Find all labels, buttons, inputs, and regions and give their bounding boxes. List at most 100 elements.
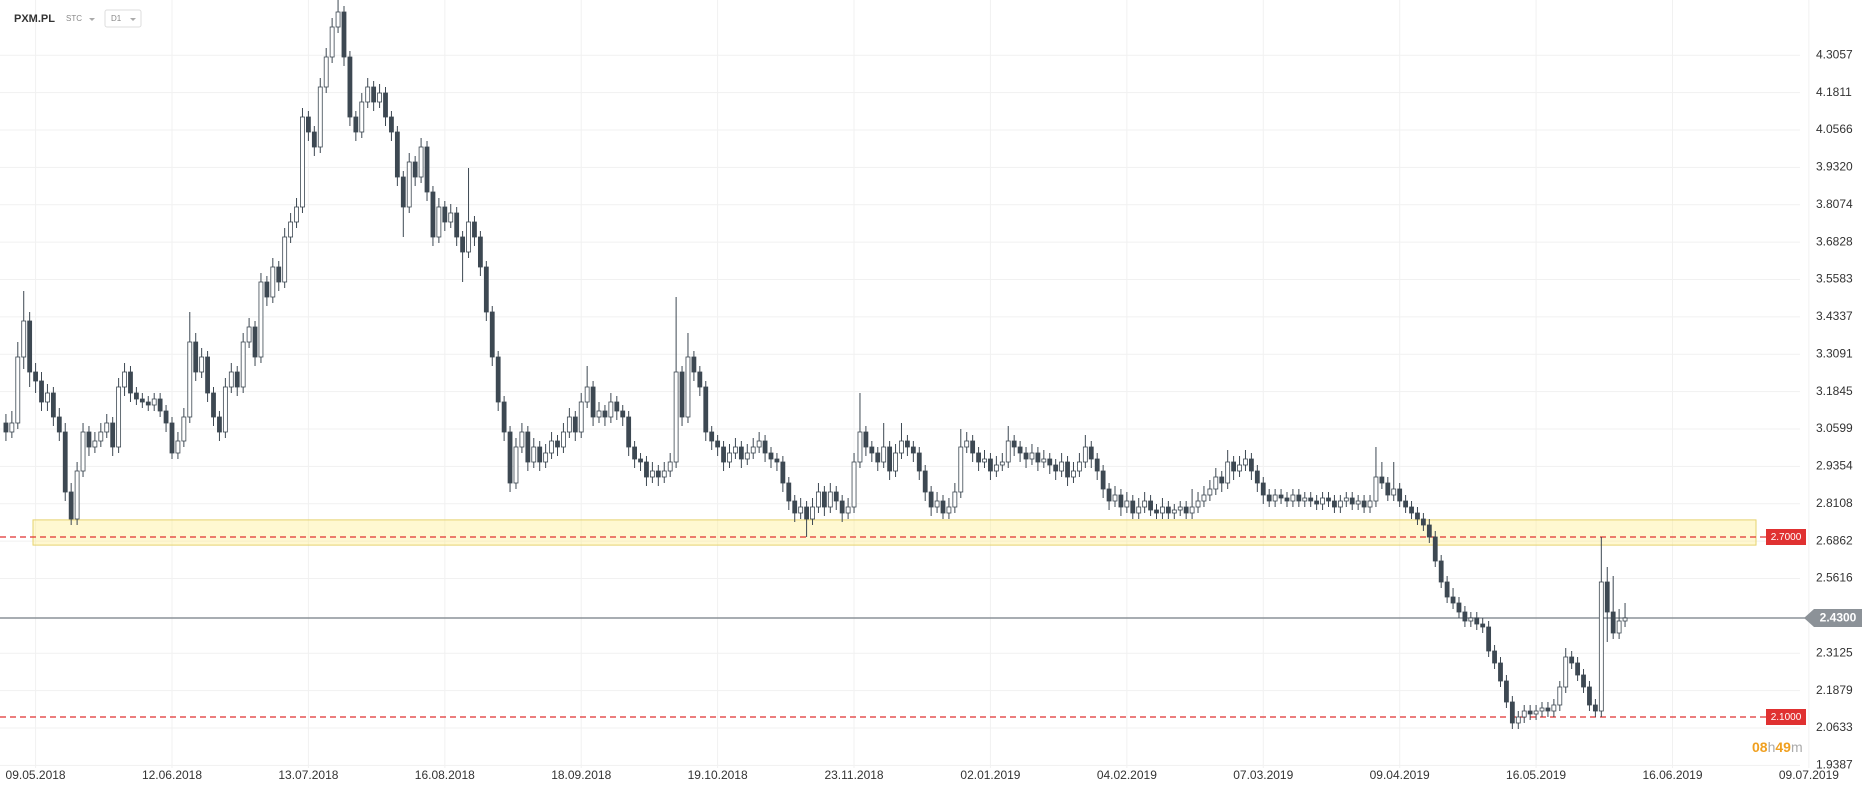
candle-body [1017,446,1023,454]
candle-body [50,392,56,418]
candle-body [1332,500,1337,508]
candle-body [454,212,460,238]
candle-body [976,452,981,463]
candle-body [1314,500,1320,505]
candle-body [1610,611,1616,634]
candle-body [1320,497,1325,505]
candle-body [727,452,732,463]
candle-body [697,371,703,388]
candle-body [1557,686,1563,706]
candle-body [869,446,875,454]
candle-body [56,416,62,433]
candle-body [1604,581,1610,613]
y-tick-label: 3.8074 [1816,197,1853,211]
candle-body [21,320,27,358]
candle-body [1438,560,1444,583]
candle-body [1504,680,1509,703]
candle-body [68,491,74,520]
y-tick-label: 2.5616 [1816,571,1853,585]
candle-body [1551,704,1557,712]
candle-body [1474,617,1480,625]
candle-body [1581,674,1586,688]
x-tick-label: 09.07.2019 [1779,768,1839,782]
candle-body [638,458,643,463]
y-tick-label: 3.1845 [1816,384,1853,398]
candle-body [157,398,163,412]
candle-body [958,446,964,493]
candle-body [1296,494,1302,502]
candle-body [1533,710,1539,715]
candles [3,0,1628,729]
candle-body [1249,458,1254,472]
candle-body [86,431,92,448]
interval-box[interactable] [104,9,142,28]
interval-select[interactable]: D1 [111,14,122,23]
candle-body [1065,461,1070,478]
candle-body [1302,497,1308,502]
candle-body [1290,494,1296,502]
candle-body [881,446,887,463]
y-tick-label: 2.3125 [1816,645,1853,659]
candle-body [460,236,466,253]
candle-body [1426,524,1432,538]
candle-body [341,11,347,58]
x-tick-label: 07.03.2019 [1233,768,1293,782]
symbol: PXM.PL [14,13,55,25]
candle-body [738,446,744,460]
x-tick-label: 16.05.2019 [1506,768,1566,782]
x-tick-label: 02.01.2019 [960,768,1020,782]
candle-body [92,440,98,448]
candle-body [1171,509,1177,514]
candle-body [122,371,127,388]
candle-body [477,236,483,268]
y-tick-label: 2.9354 [1816,459,1853,473]
candle-body [1355,500,1361,505]
candle-body [940,500,946,514]
candle-body [543,452,549,463]
candle-body [418,146,424,178]
candle-body [1260,482,1266,496]
candle-body [1598,581,1604,712]
candle-body [703,386,709,433]
x-tick-label: 09.05.2018 [6,768,66,782]
candle-body [1415,512,1420,520]
candle-body [169,422,175,454]
candle-body [15,356,21,424]
y-tick-label: 3.6828 [1816,234,1853,248]
candle-body [691,356,697,373]
y-tick-label: 4.3057 [1816,47,1853,61]
x-tick-label: 09.04.2019 [1370,768,1430,782]
candle-body [519,431,525,448]
countdown-part: m [1791,739,1803,755]
candle-body [1592,704,1598,712]
candle-body [400,176,406,208]
candle-body [389,116,394,133]
candle-body [134,392,139,400]
candle-body [1432,536,1438,562]
candle-body [1337,500,1343,508]
candle-body [922,470,928,493]
candle-body [110,422,116,448]
candle-body [62,431,68,493]
candle-body [845,506,851,514]
labels: 4.3057 4.1811 4.0566 3.9320 3.8074 3.6828 3.55… [6,47,1862,782]
candle-body [1539,707,1545,712]
candle-body [1231,461,1237,472]
candle-body [27,320,33,373]
source-select[interactable]: STC [66,14,82,23]
candle-body [602,410,608,418]
candle-body [1509,701,1515,724]
candle-body [614,401,620,412]
candle-body [317,86,323,148]
candle-body [353,116,359,133]
candle-body [531,446,537,463]
candle-body [175,440,181,454]
candle-body [1106,488,1112,502]
candle-body [798,506,804,514]
candle-body [45,392,50,403]
candle-body [827,491,833,508]
candle-body [1409,506,1414,514]
y-tick-label: 4.1811 [1816,85,1852,99]
candle-body [39,380,44,403]
candle-body [495,356,501,403]
